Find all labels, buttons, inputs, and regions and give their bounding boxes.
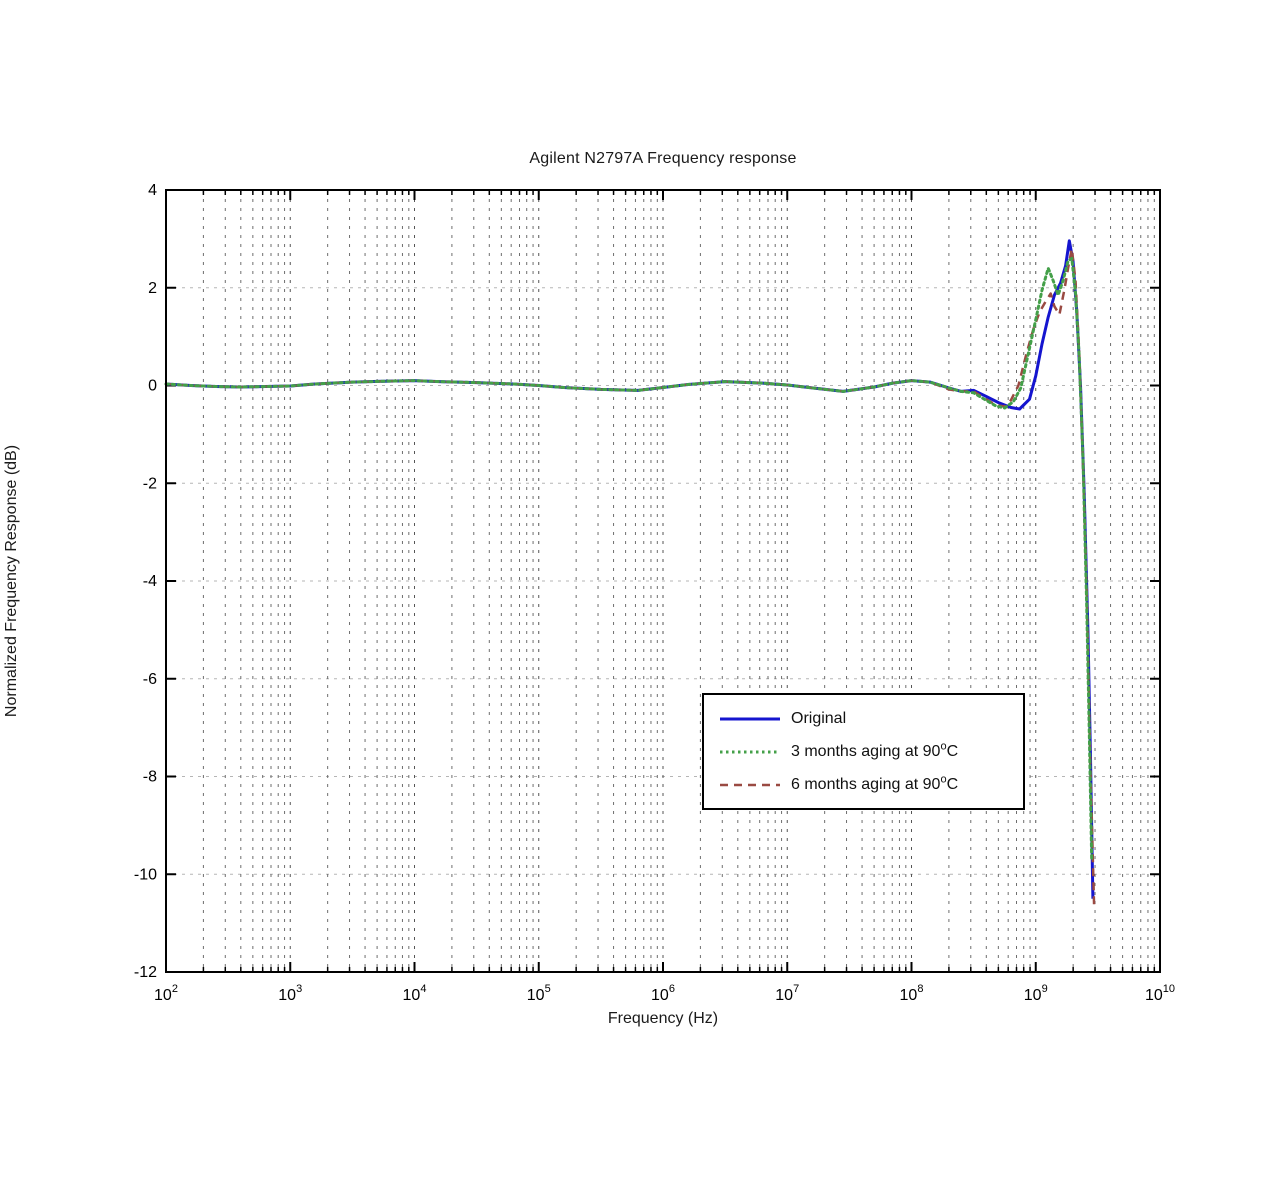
x-tick-label: 108 [900, 983, 924, 1004]
legend-item: Original [704, 708, 1023, 730]
y-tick-label: -4 [143, 573, 157, 590]
legend-label: Original [791, 709, 847, 727]
legend: Original 3 months aging at 90oC 6 months a… [702, 693, 1025, 810]
series-line-3 [164, 256, 1094, 862]
legend-label: 3 months aging at 90oC [791, 740, 959, 760]
y-tick-label: 2 [148, 280, 157, 297]
legend-line-sample [720, 783, 780, 786]
y-tick-label: -2 [143, 475, 157, 492]
x-tick-label: 105 [527, 983, 551, 1004]
y-tick-label: -6 [143, 671, 157, 688]
legend-item: 3 months aging at 90oC [704, 741, 1023, 763]
legend-line-sample [720, 717, 780, 720]
y-tick-label: -12 [134, 964, 157, 981]
y-tick-label: -8 [143, 769, 157, 786]
x-tick-label: 1010 [1145, 983, 1175, 1004]
x-tick-label: 104 [403, 983, 427, 1004]
legend-item: 6 months aging at 90oC [704, 774, 1023, 796]
legend-label: 6 months aging at 90oC [791, 773, 959, 793]
chart-title: Agilent N2797A Frequency response [529, 150, 797, 167]
legend-line-sample [720, 750, 780, 753]
x-tick-label: 102 [154, 983, 178, 1004]
x-tick-label: 109 [1024, 983, 1048, 1004]
y-tick-label: 4 [148, 182, 157, 199]
x-axis-label: Frequency (Hz) [607, 1010, 719, 1027]
x-tick-label: 103 [278, 983, 302, 1004]
plot-border [165, 189, 1161, 973]
y-tick-label: -10 [134, 866, 157, 883]
x-tick-label: 107 [775, 983, 799, 1004]
y-tick-label: 0 [148, 378, 157, 395]
x-tick-label: 106 [651, 983, 675, 1004]
